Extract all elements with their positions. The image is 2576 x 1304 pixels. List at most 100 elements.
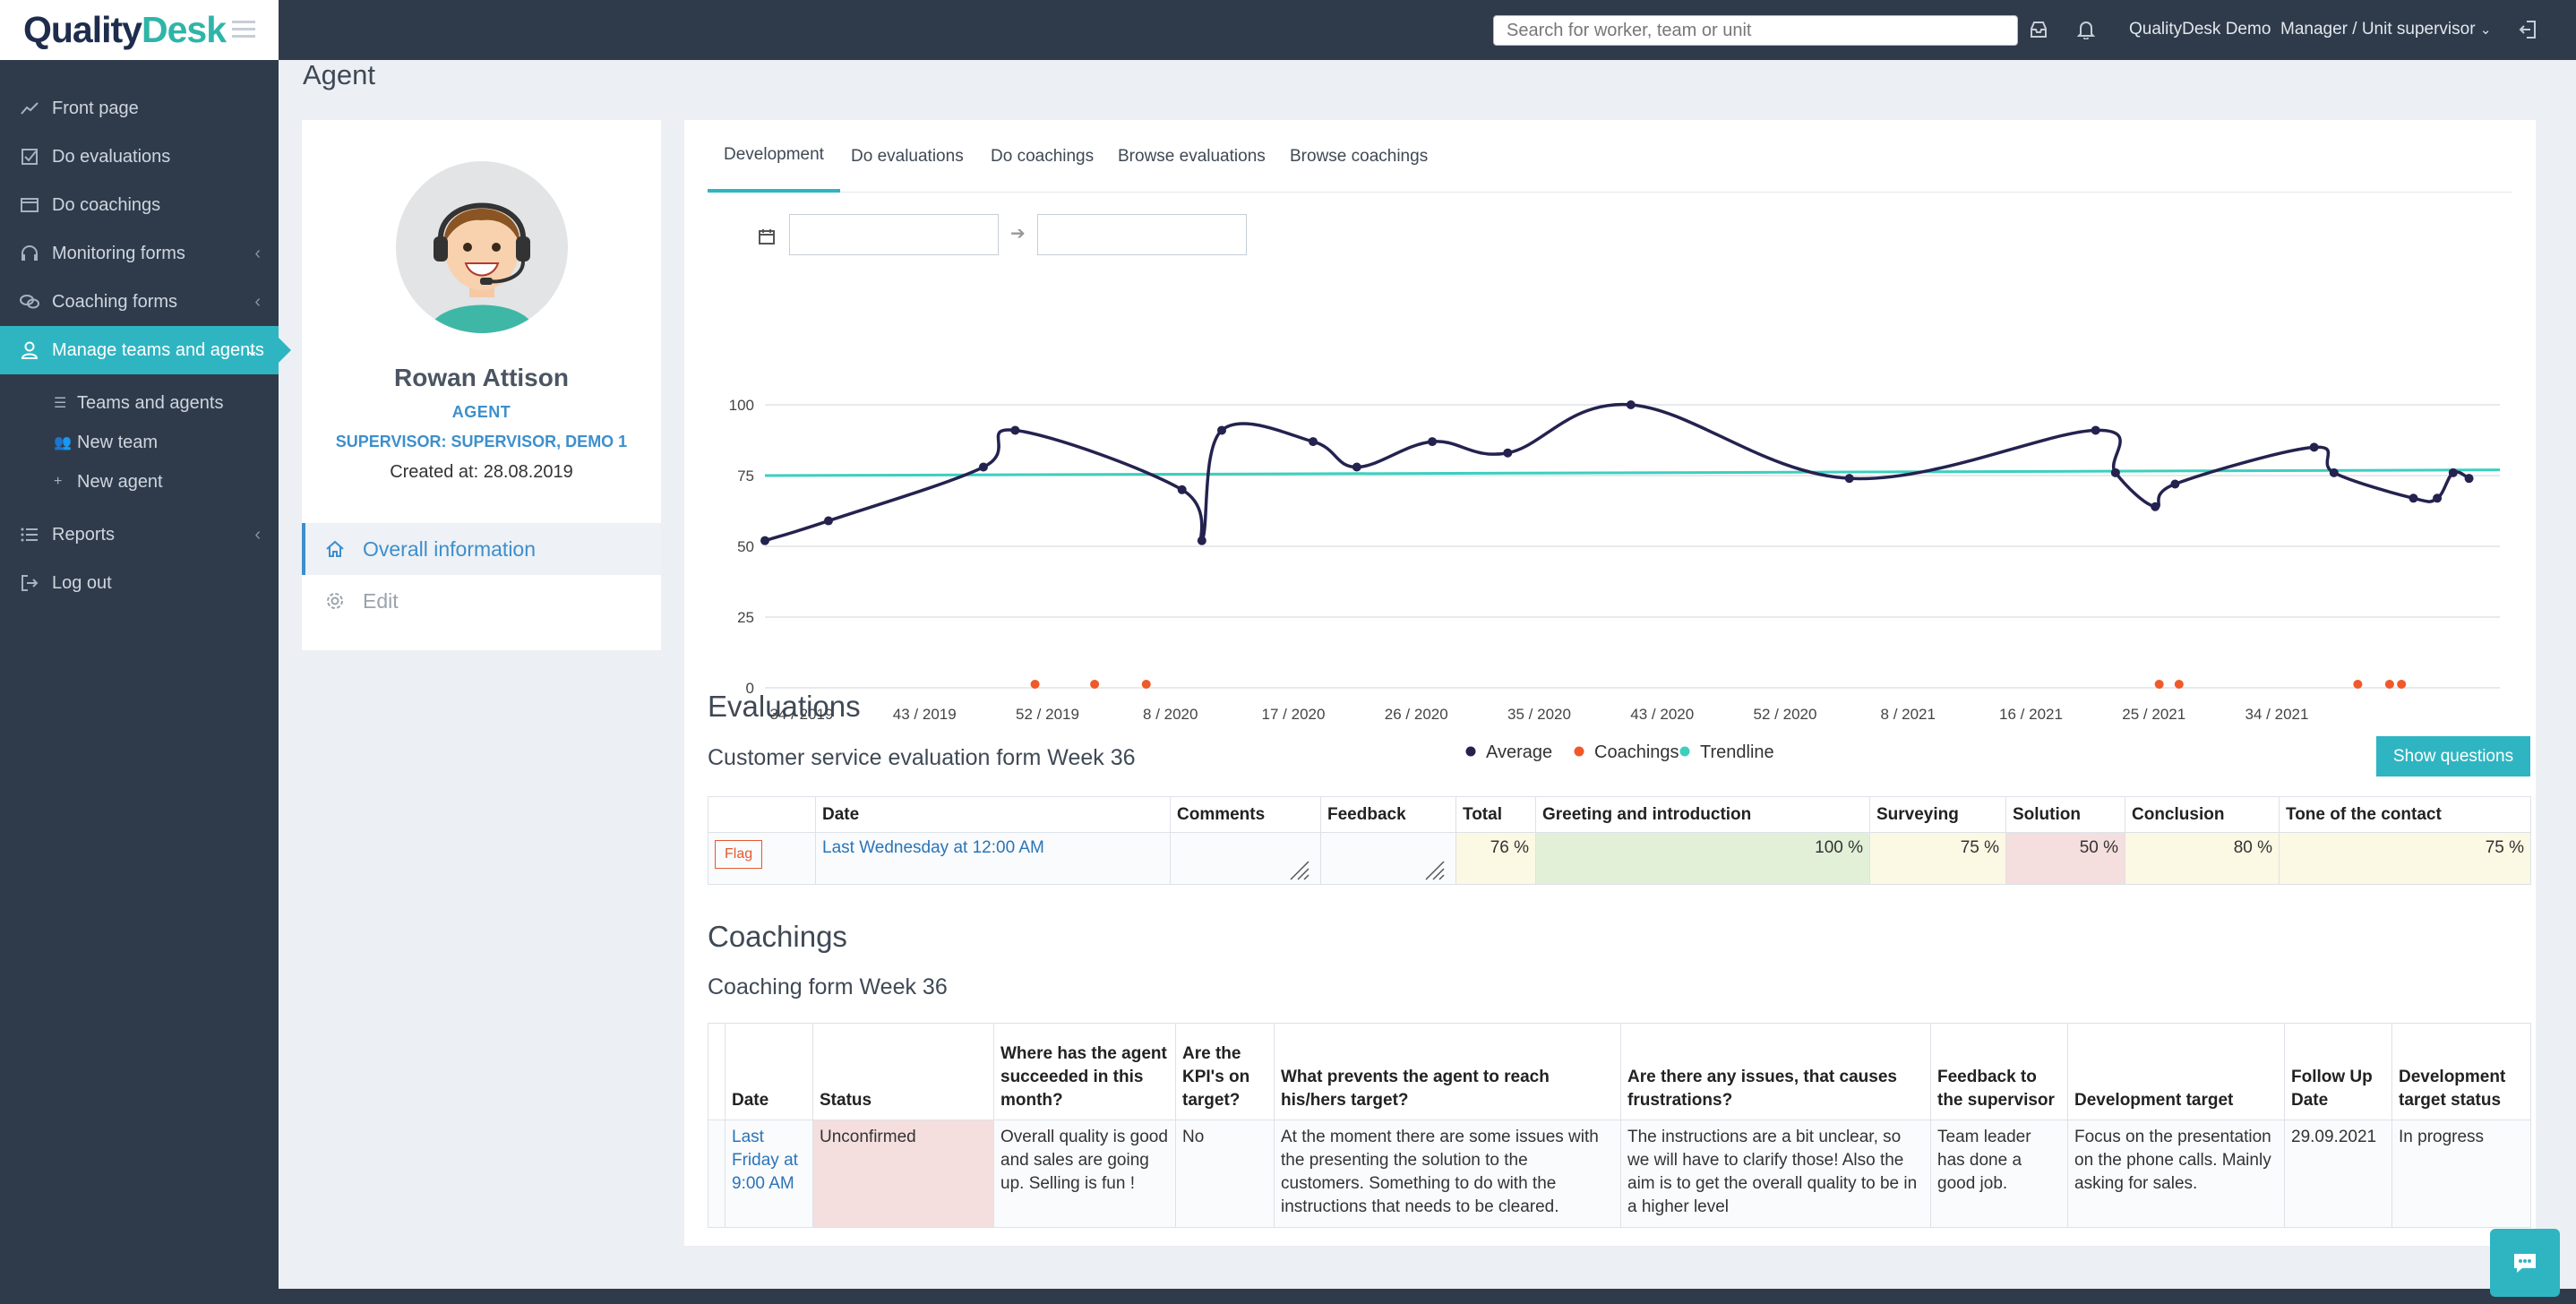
sidebar-item-coaching-forms[interactable]: Coaching forms ‹ [0,278,279,326]
show-questions-button[interactable]: Show questions [2376,736,2530,776]
sidebar-item-label: Manage teams and agents [52,339,264,360]
coaching-point [1090,680,1100,689]
chevron-left-icon: ‹ [254,243,261,263]
role-dropdown[interactable]: Manager / Unit supervisor ⌄ [2280,20,2491,39]
menu-overall-information[interactable]: Overall information [302,523,661,575]
chat-button[interactable] [2490,1229,2560,1297]
average-point [760,536,769,545]
col-header: Are the KPI's on target? [1175,1023,1275,1120]
col-header: Solution [2005,796,2125,833]
table-row: Last Friday at 9:00 AM Unconfirmed Overa… [708,1120,2531,1228]
average-point [1352,462,1361,472]
col-header: Surveying [1869,796,2006,833]
agent-supervisor[interactable]: SUPERVISOR: SUPERVISOR, DEMO 1 [335,433,628,450]
average-point [2448,468,2458,477]
average-point [2329,468,2339,477]
tab-bar: Development Do evaluations Do coachings … [708,120,2512,193]
home-icon [325,539,348,559]
development-chart: 0 25 50 75 100 34 / 2019 43 / 2019 52 / 2019 8 … [729,397,2501,762]
sidebar-item-do-evaluations[interactable]: Do evaluations [0,133,279,181]
sidebar-item-label: Do evaluations [52,146,171,167]
sidebar: QualityDesk Front page Do evaluations Do… [0,0,291,1304]
x-tick-label: 8 / 2020 [1143,706,1198,723]
sidebar-item-manage-teams[interactable]: Manage teams and agents ⌄ [0,326,291,374]
feedback-cell[interactable] [1320,832,1456,885]
col-header: Greeting and introduction [1535,796,1870,833]
target-status-cell: In progress [2391,1120,2531,1228]
tone-cell: 75 % [2279,832,2531,885]
coaching-point [2174,680,2184,689]
logo[interactable]: QualityDesk [23,7,227,52]
search-input[interactable] [1493,15,2018,46]
col-header [708,1023,726,1120]
comments-cell[interactable] [1170,832,1321,885]
coaching-date-link[interactable]: Last Friday at 9:00 AM [732,1128,798,1193]
evaluation-date-link[interactable]: Last Wednesday at 12:00 AM [822,838,1044,857]
resize-handle-icon[interactable] [1422,858,1446,881]
logo-quality-text: Quality [23,9,142,50]
sidebar-item-reports[interactable]: Reports ‹ [0,510,279,559]
average-point [1626,400,1636,409]
table-row: Flag Last Wednesday at 12:00 AM 76 % 100… [708,832,2531,885]
sidebar-item-front-page[interactable]: Front page [0,84,279,133]
x-tick-label: 16 / 2021 [1999,706,2063,723]
legend-label: Average [1486,742,1552,762]
logout-icon [20,573,39,593]
chevron-left-icon: ‹ [254,524,261,545]
chevron-down-icon: ⌄ [245,340,259,359]
sidebar-subitem-new-team[interactable]: 👥 New team [0,423,279,462]
start-date-input[interactable] [789,214,999,255]
calendar-icon[interactable] [758,227,776,245]
trendline-series [764,468,2501,477]
menu-edit[interactable]: Edit [302,575,661,627]
sidebar-item-label: Do coachings [52,194,161,215]
logout-icon[interactable] [2516,18,2539,41]
end-date-input[interactable] [1037,214,1247,255]
average-point [1217,425,1227,435]
flag-button[interactable]: Flag [715,840,763,869]
x-tick-label: 35 / 2020 [1507,706,1571,723]
chat-bubbles-icon [20,292,39,312]
tab-do-coachings[interactable]: Do coachings [991,146,1095,166]
tab-browse-coachings[interactable]: Browse coachings [1290,146,1429,166]
tab-development[interactable]: Development [708,120,840,193]
sidebar-item-label: Log out [52,572,112,593]
average-point [2433,493,2443,503]
tab-browse-evaluations[interactable]: Browse evaluations [1118,146,1266,166]
y-tick-label: 50 [737,538,754,555]
bell-icon[interactable] [2074,18,2098,41]
resize-handle-icon[interactable] [1287,858,1310,881]
y-tick-label: 75 [737,468,754,485]
tab-do-evaluations[interactable]: Do evaluations [851,146,964,166]
hamburger-menu-icon[interactable] [232,18,255,39]
sidebar-item-log-out[interactable]: Log out [0,559,279,607]
col-header: Development target status [2391,1023,2531,1120]
col-header: Tone of the contact [2279,796,2531,833]
y-tick-label: 0 [746,680,754,697]
average-point [978,462,988,472]
sidebar-subitem-new-agent[interactable]: + New agent [0,462,279,502]
table-header-row: Date Status Where has the agent succeede… [708,1023,2531,1120]
legend-label: Trendline [1700,742,1774,762]
org-name[interactable]: QualityDesk Demo [2129,20,2271,39]
sidebar-item-monitoring-forms[interactable]: Monitoring forms ‹ [0,229,279,278]
menu-label: Edit [363,588,399,613]
sidebar-subitem-teams-and-agents[interactable]: ☰ Teams and agents [0,383,279,423]
average-series-line [764,403,2470,545]
inbox-icon[interactable] [2027,18,2050,41]
issues-cell: The instructions are a bit unclear, so w… [1620,1120,1931,1228]
agent-created-date: Created at: 28.08.2019 [390,462,573,482]
sidebar-item-do-coachings[interactable]: Do coachings [0,181,279,229]
date-cell: Last Friday at 9:00 AM [725,1120,813,1228]
x-tick-label: 43 / 2019 [893,706,957,723]
average-point [823,516,833,526]
table-header-row: Date Comments Feedback Total Greeting an… [708,796,2531,833]
col-header: Date [815,796,1171,833]
average-point [2151,502,2160,511]
x-tick-label: 25 / 2021 [2122,706,2185,723]
chevron-down-icon: ⌄ [2479,22,2492,38]
col-header: Conclusion [2125,796,2280,833]
sidebar-subitem-label: New team [77,432,159,452]
legend-label: Coachings [1594,742,1679,762]
average-point [2464,474,2474,484]
